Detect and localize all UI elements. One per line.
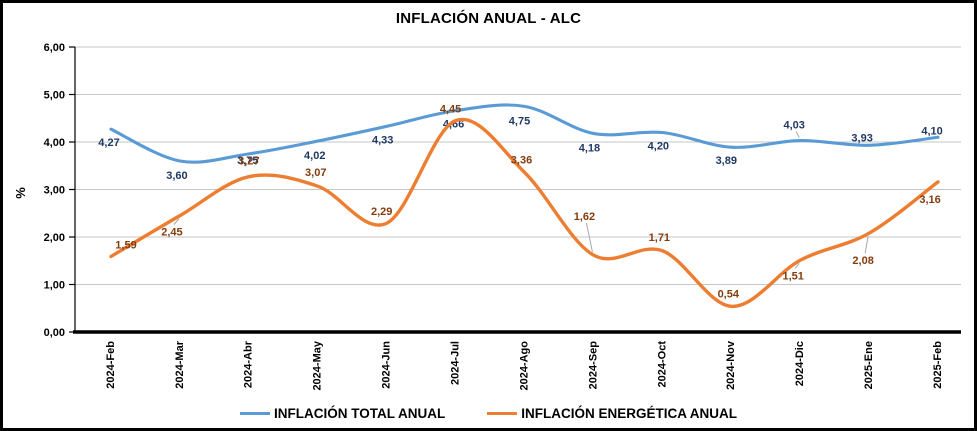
- x-tick-label: 2024-May: [312, 340, 324, 390]
- legend-item-inflacion-total: INFLACIÓN TOTAL ANUAL: [240, 406, 445, 421]
- point-label-inflacion-total: 4,20: [648, 141, 669, 153]
- point-label-inflacion-total: 3,93: [851, 132, 872, 144]
- x-tick-label: 2024-Sep: [587, 341, 599, 390]
- x-tick-label: 2024-Jun: [381, 341, 393, 389]
- point-label-inflacion-energetica: 2,45: [161, 227, 182, 239]
- point-label-inflacion-total: 4,75: [509, 115, 530, 127]
- y-axis-title: %: [13, 187, 28, 199]
- series-line-inflacion-total: [109, 103, 940, 164]
- point-label-inflacion-energetica: 0,54: [718, 288, 740, 300]
- point-label-inflacion-energetica: 3,07: [305, 167, 326, 179]
- x-tick-label: 2024-Nov: [725, 340, 737, 390]
- point-label-inflacion-energetica: 3,36: [511, 154, 532, 166]
- y-tick-label: 2,00: [44, 232, 65, 244]
- y-tick-label: 1,00: [44, 280, 65, 292]
- x-tick-label: 2024-Oct: [656, 341, 668, 388]
- chart-title: INFLACIÓN ANUAL - ALC: [395, 10, 582, 27]
- legend-line-swatch-orange-icon: [487, 412, 518, 415]
- point-label-inflacion-energetica: 2,29: [371, 206, 392, 218]
- point-label-inflacion-total: 3,60: [166, 170, 187, 182]
- series-line-inflacion-energetica: [109, 117, 940, 309]
- point-label-inflacion-energetica: 3,16: [919, 194, 940, 206]
- point-label-inflacion-total: 4,10: [921, 125, 942, 137]
- y-tick-label: 6,00: [44, 42, 65, 54]
- label-leader-line: [794, 262, 800, 269]
- y-tick-label: 3,00: [44, 185, 65, 197]
- label-leader-line: [864, 236, 869, 254]
- point-label-inflacion-energetica: 3,27: [238, 156, 259, 168]
- label-leader-line: [173, 218, 180, 225]
- point-label-inflacion-total: 3,75: [237, 155, 258, 167]
- label-leader-line: [795, 131, 800, 138]
- x-tick-label: 2025-Feb: [932, 341, 944, 389]
- point-label-inflacion-energetica: 4,45: [440, 104, 461, 116]
- x-tick-label: 2024-Abr: [243, 340, 255, 388]
- point-label-inflacion-total: 4,02: [304, 150, 325, 162]
- line-chart-plot-area: 0,00 1,00 2,00 3,00 4,00 5,00 6,00% 2024-Feb 202…: [13, 42, 961, 391]
- point-label-inflacion-total: 4,18: [579, 142, 600, 154]
- x-tick-label: 2025-Ene: [863, 341, 875, 389]
- legend-label-inflacion-energetica: INFLACIÓN ENERGÉTICA ANUAL: [521, 406, 737, 421]
- point-label-inflacion-energetica: 1,59: [115, 239, 136, 251]
- label-leader-line: [585, 222, 593, 253]
- point-label-inflacion-total: 3,89: [716, 155, 737, 167]
- x-tick-label: 2024-Dic: [794, 341, 806, 386]
- point-label-inflacion-total: 4,33: [372, 134, 393, 146]
- x-tick-label: 2024-Jul: [450, 341, 462, 385]
- point-label-inflacion-energetica: 1,62: [574, 211, 595, 223]
- point-label-inflacion-total: 4,27: [98, 137, 119, 149]
- point-label-inflacion-energetica: 1,51: [782, 270, 803, 282]
- x-tick-label: 2024-Mar: [174, 340, 186, 388]
- legend-line-swatch-blue-icon: [240, 412, 270, 415]
- y-tick-label: 0,00: [44, 327, 65, 339]
- x-tick-label: 2024-Feb: [105, 341, 117, 389]
- point-label-inflacion-total: 4,66: [443, 119, 464, 131]
- x-tick-label: 2024-Ago: [518, 341, 530, 391]
- point-label-inflacion-energetica: 2,08: [852, 255, 873, 267]
- legend-item-inflacion-energetica: INFLACIÓN ENERGÉTICA ANUAL: [487, 406, 737, 421]
- chart-legend: INFLACIÓN TOTAL ANUAL INFLACIÓN ENERGÉTI…: [3, 406, 974, 421]
- y-tick-label: 4,00: [44, 137, 65, 149]
- point-label-inflacion-total: 4,03: [783, 120, 804, 132]
- y-tick-label: 5,00: [44, 90, 65, 102]
- legend-label-inflacion-total: INFLACIÓN TOTAL ANUAL: [274, 406, 446, 421]
- point-label-inflacion-energetica: 1,71: [649, 232, 670, 244]
